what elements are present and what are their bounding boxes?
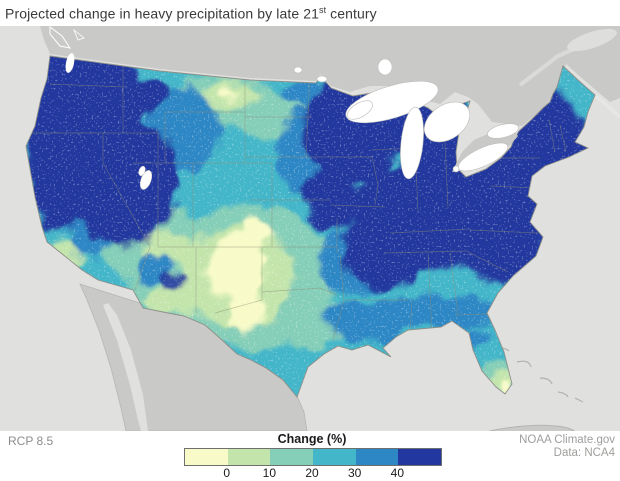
legend-cell <box>398 449 442 465</box>
legend-tick-label: 0 <box>223 466 230 480</box>
bay-of-fundy <box>594 94 620 119</box>
gulf-islands <box>73 28 85 41</box>
lake-ontario <box>487 123 519 139</box>
title-suffix: century <box>326 5 377 22</box>
legend-colorbar <box>184 448 442 466</box>
title-text: Projected change in heavy precipitation … <box>5 5 319 22</box>
puget-sound <box>65 53 75 73</box>
title-superscript: st <box>318 5 327 15</box>
us-border-outline <box>25 55 596 398</box>
us-precipitation-map <box>0 26 620 431</box>
canada-landmass <box>40 26 620 126</box>
legend-cell <box>227 449 271 465</box>
legend-ticks: 0 10 20 30 40 <box>184 466 440 480</box>
title-bar: Projected change in heavy precipitation … <box>0 0 620 26</box>
legend-tick-label: 40 <box>390 466 405 480</box>
legend-tick-label: 30 <box>347 466 362 480</box>
gulf-of-st-lawrence <box>567 28 617 52</box>
legend-tick-label: 10 <box>262 466 277 480</box>
legend-cell <box>270 449 314 465</box>
gulf-of-california <box>103 303 148 431</box>
page-title: Projected change in heavy precipitation … <box>0 0 620 22</box>
legend-tick-label: 20 <box>305 466 319 480</box>
vancouver-island <box>49 26 72 49</box>
data-credit: NOAA Climate.gov Data: NCA4 <box>519 434 615 460</box>
lake-huron <box>424 101 470 143</box>
legend-cell <box>355 449 399 465</box>
great-lakes <box>293 58 519 180</box>
lake-nipigon <box>377 58 393 76</box>
great-salt-lake <box>138 165 153 190</box>
legend: Change (%) 0 10 20 30 40 <box>184 431 442 481</box>
legend-cell <box>185 449 228 465</box>
lake-michigan <box>400 106 424 180</box>
scenario-label: RCP 8.5 <box>8 434 54 448</box>
legend-title: Change (%) <box>277 432 347 446</box>
lake-superior <box>345 80 439 124</box>
map-area <box>0 26 620 431</box>
credit-line-1: NOAA Climate.gov <box>519 434 615 446</box>
credit-line-2: Data: NCA4 <box>553 447 615 459</box>
cuba <box>452 424 578 431</box>
state-borders <box>30 58 567 341</box>
legend-cell <box>313 449 356 465</box>
footer-bar: RCP 8.5 Change (%) 0 10 20 30 40 NOAA Climat… <box>0 431 620 481</box>
lake-st-clair <box>452 165 460 173</box>
